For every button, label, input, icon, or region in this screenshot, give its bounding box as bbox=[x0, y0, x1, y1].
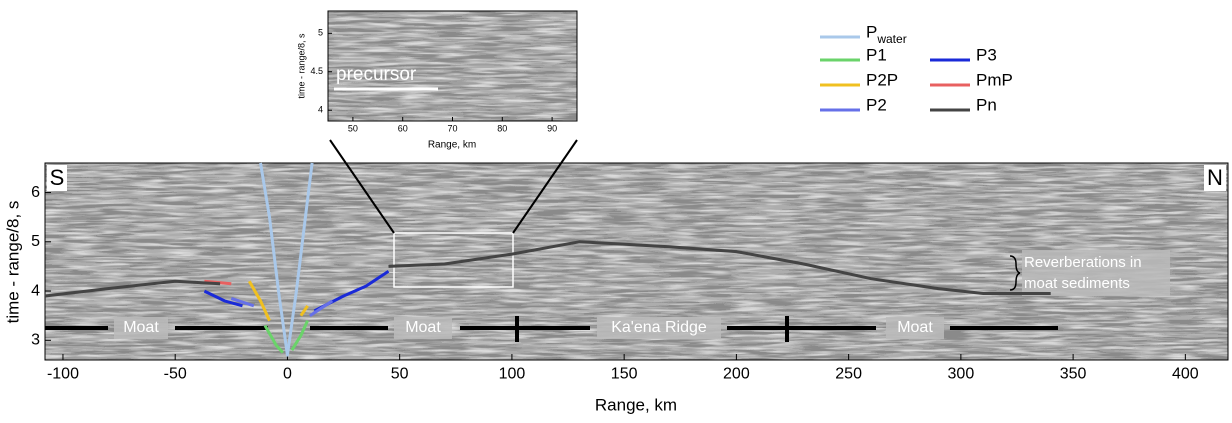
x-tick-label: 300 bbox=[948, 366, 975, 383]
x-tick-label: 350 bbox=[1060, 366, 1087, 383]
x-tick-label: 0 bbox=[283, 366, 292, 383]
annotation: Moat bbox=[123, 319, 159, 336]
inset-x-title: Range, km bbox=[428, 140, 476, 151]
x-tick-label: 400 bbox=[1172, 366, 1199, 383]
x-tick-label: 200 bbox=[723, 366, 750, 383]
x-axis-title: Range, km bbox=[595, 395, 677, 414]
x-tick-label: -100 bbox=[47, 366, 79, 383]
pick-line bbox=[263, 319, 309, 354]
inset-annotation: precursor bbox=[336, 64, 417, 85]
plot-frame bbox=[44, 162, 1229, 361]
annotation-wrap: Reverberations in moat sediments bbox=[1024, 254, 1142, 292]
x-tick-label: 250 bbox=[835, 366, 862, 383]
y-axis-title: time - range/8, s bbox=[3, 201, 22, 324]
pick-line bbox=[247, 280, 309, 322]
corner-label: S bbox=[50, 165, 65, 190]
x-tick-label: -50 bbox=[164, 366, 187, 383]
label-box bbox=[597, 317, 721, 339]
legend-label: Pwater bbox=[866, 22, 907, 46]
brace bbox=[1009, 255, 1021, 291]
legend-label: P2 bbox=[866, 95, 887, 114]
pick-line bbox=[230, 296, 334, 317]
corner-label: N bbox=[1207, 165, 1223, 190]
x-tick-label: 60 bbox=[398, 123, 408, 133]
y-tick-label: 4 bbox=[318, 105, 323, 115]
legend-label: P1 bbox=[866, 45, 887, 64]
x-tick-label: 50 bbox=[348, 123, 358, 133]
y-tick-label: 6 bbox=[31, 184, 40, 201]
legend-label: PmP bbox=[976, 70, 1013, 89]
annotation: Ka'ena Ridge bbox=[611, 319, 707, 336]
x-tick-label: 70 bbox=[447, 123, 457, 133]
pick-line bbox=[44, 240, 1051, 298]
connector bbox=[329, 139, 395, 234]
x-tick-label: 150 bbox=[611, 366, 638, 383]
annotation: Moat bbox=[405, 319, 441, 336]
y-tick-label: 3 bbox=[31, 332, 40, 349]
legend-subscript: water bbox=[876, 32, 906, 46]
x-tick-label: 100 bbox=[499, 366, 526, 383]
inset-texture bbox=[328, 11, 577, 121]
y-tick-label: 5 bbox=[31, 233, 40, 250]
x-tick-label: 80 bbox=[497, 123, 507, 133]
y-tick-label: 4 bbox=[31, 282, 40, 299]
annotation: Reverberations in moat sediments bbox=[1024, 254, 1142, 292]
legend-label: P3 bbox=[976, 45, 997, 64]
inset-y-title: time - range/8, s bbox=[296, 33, 306, 99]
y-tick-label: 4.5 bbox=[310, 66, 323, 76]
label-box bbox=[114, 317, 168, 339]
label-box bbox=[1022, 250, 1170, 296]
annotation: Moat bbox=[897, 319, 933, 336]
pick-line bbox=[259, 162, 314, 357]
region-bars bbox=[45, 316, 1058, 342]
legend-label: P2P bbox=[866, 70, 898, 89]
y-tick-label: 5 bbox=[318, 28, 323, 38]
x-tick-label: 90 bbox=[547, 123, 557, 133]
corner-box bbox=[1204, 165, 1226, 191]
corner-box bbox=[47, 165, 67, 191]
legend-label: Pn bbox=[976, 95, 997, 114]
label-box bbox=[394, 317, 452, 339]
x-tick-label: 50 bbox=[391, 366, 409, 383]
label-box bbox=[886, 317, 944, 339]
zoom-box bbox=[393, 232, 514, 288]
connector bbox=[512, 139, 578, 234]
